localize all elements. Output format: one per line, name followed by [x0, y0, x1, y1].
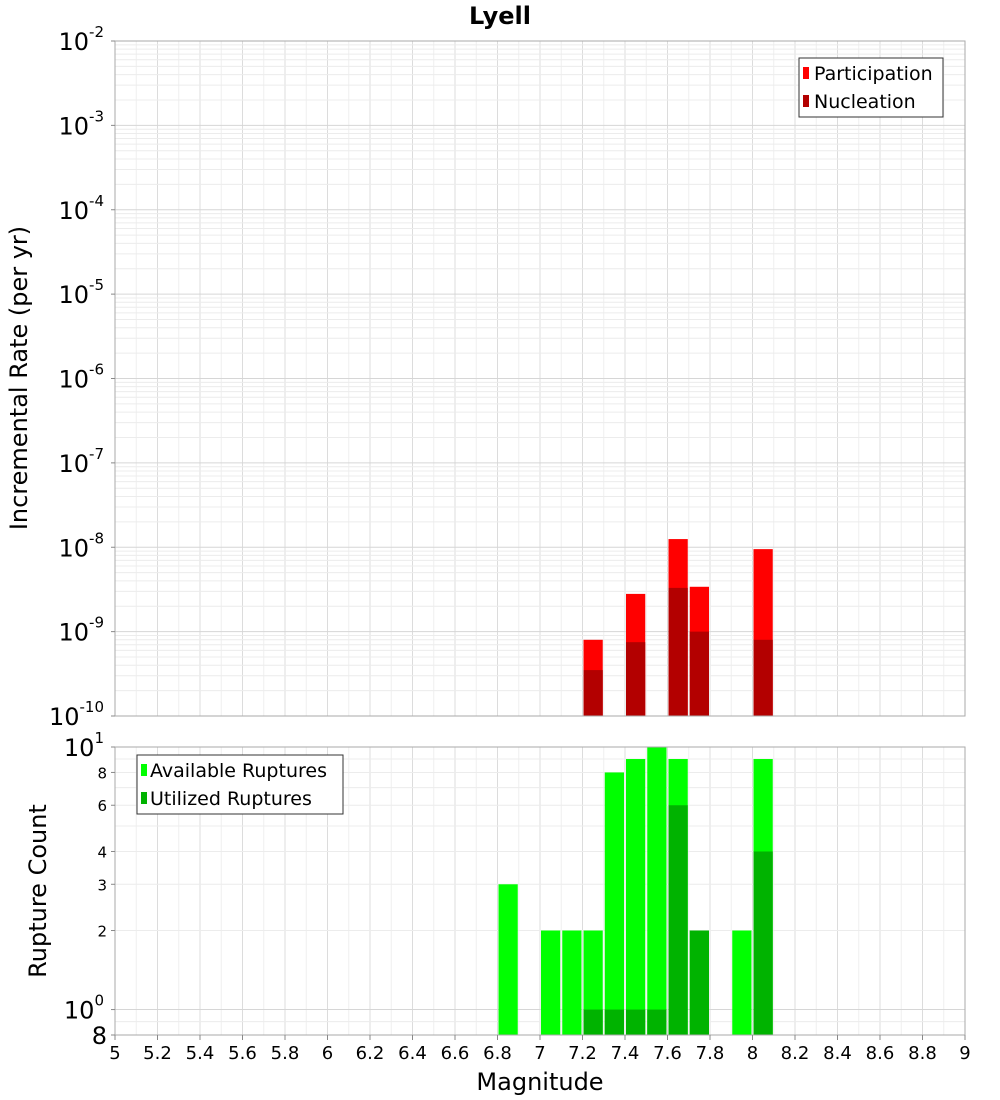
utilized-ruptures-bar — [668, 805, 688, 1035]
top-y-tick-label: 10-8 — [58, 529, 104, 562]
top-y-tick-label: 10-10 — [49, 698, 104, 731]
utilized-ruptures-bar — [753, 851, 773, 1035]
available-ruptures-bar — [732, 930, 752, 1035]
nucleation-bar — [668, 587, 688, 716]
utilized-ruptures-bar — [604, 1009, 624, 1035]
available-ruptures-bar — [647, 747, 667, 1035]
legend-label-utilized: Utilized Ruptures — [150, 788, 312, 810]
x-tick-label: 7.8 — [696, 1043, 725, 1064]
top-y-tick-label: 10-2 — [58, 23, 104, 56]
bottom-y-tick-label-minor: 6 — [97, 797, 107, 815]
bottom-y-tick-label-minor: 2 — [97, 923, 107, 941]
legend-swatch-available — [141, 764, 147, 776]
top-y-tick-label: 10-4 — [58, 192, 104, 225]
top-legend-box — [798, 57, 944, 118]
x-tick-label: 5.6 — [228, 1043, 257, 1064]
x-tick-label: 6.6 — [441, 1043, 470, 1064]
available-ruptures-bar — [498, 884, 518, 1035]
x-tick-label: 7.4 — [611, 1043, 640, 1064]
bottom-y-tick-label-major: 100 — [64, 992, 104, 1025]
top-y-tick-label: 10-7 — [58, 445, 104, 478]
bottom-y-tick-label-minor: 8 — [92, 1022, 107, 1050]
top-y-tick-label: 10-6 — [58, 361, 104, 394]
legend-label-nucleation: Nucleation — [814, 91, 916, 113]
bottom-y-tick-label-minor: 8 — [97, 764, 107, 782]
legend-swatch-utilized — [141, 792, 147, 804]
available-ruptures-bar — [604, 772, 624, 1035]
top-y-tick-label: 10-5 — [58, 276, 104, 309]
x-tick-label: 6 — [322, 1043, 333, 1064]
top-bars — [583, 539, 773, 716]
x-tick-label: 8.4 — [823, 1043, 852, 1064]
bottom-legend: Available Ruptures Utilized Ruptures — [136, 754, 344, 815]
nucleation-bar — [583, 670, 603, 716]
x-tick-label: 6.8 — [483, 1043, 512, 1064]
utilized-ruptures-bar — [647, 1009, 667, 1035]
x-tick-label: 5 — [109, 1043, 120, 1064]
bottom-y-tick-label-minor: 4 — [97, 843, 107, 861]
x-tick-label: 5.4 — [186, 1043, 215, 1064]
available-ruptures-bar — [541, 930, 561, 1035]
utilized-ruptures-bar — [583, 1009, 603, 1035]
nucleation-bar — [689, 631, 709, 716]
bottom-y-axis-label: Rupture Count — [24, 804, 52, 978]
x-tick-label: 7 — [534, 1043, 545, 1064]
available-ruptures-bar — [562, 930, 582, 1035]
available-ruptures-bar — [583, 930, 603, 1035]
nucleation-bar — [753, 639, 773, 716]
x-tick-label: 8.6 — [866, 1043, 895, 1064]
x-tick-label: 6.2 — [356, 1043, 385, 1064]
x-tick-label: 7.2 — [568, 1043, 597, 1064]
top-y-ticks: 10-10 10-9 10-8 10-7 10-6 10-5 10-4 10-3 10-2 — [49, 23, 115, 731]
legend-swatch-participation — [803, 67, 809, 79]
top-y-tick-label: 10-3 — [58, 107, 104, 140]
utilized-ruptures-bar — [689, 930, 709, 1035]
x-tick-label: 9 — [959, 1043, 970, 1064]
x-tick-label: 8 — [747, 1043, 758, 1064]
utilized-ruptures-bar — [626, 1009, 646, 1035]
x-tick-label: 5.8 — [271, 1043, 300, 1064]
top-legend: Participation Nucleation — [798, 57, 944, 118]
x-tick-label: 5.2 — [143, 1043, 172, 1064]
top-y-axis-label: Incremental Rate (per yr) — [5, 226, 33, 530]
x-tick-label: 6.4 — [398, 1043, 427, 1064]
legend-label-participation: Participation — [814, 63, 933, 85]
available-ruptures-bar — [626, 759, 646, 1035]
bottom-y-tick-label-major: 101 — [64, 729, 104, 762]
chart-title: Lyell — [469, 2, 531, 30]
bottom-legend-box — [136, 754, 344, 815]
top-y-tick-label: 10-9 — [58, 614, 104, 647]
legend-swatch-nucleation — [803, 95, 809, 107]
x-axis-label: Magnitude — [476, 1068, 603, 1096]
bottom-y-tick-label-minor: 3 — [97, 876, 107, 894]
bottom-bars — [498, 747, 773, 1035]
nucleation-bar — [626, 642, 646, 716]
x-tick-label: 8.2 — [781, 1043, 810, 1064]
legend-label-available: Available Ruptures — [150, 760, 327, 782]
x-tick-label: 8.8 — [908, 1043, 937, 1064]
x-tick-label: 7.6 — [653, 1043, 682, 1064]
x-ticks: 5 5.2 5.4 5.6 5.8 6 6.2 6.4 6.6 6.8 7 7.2 7.4 7.6 7.8 8… — [109, 1035, 971, 1064]
top-gridlines — [114, 40, 966, 717]
